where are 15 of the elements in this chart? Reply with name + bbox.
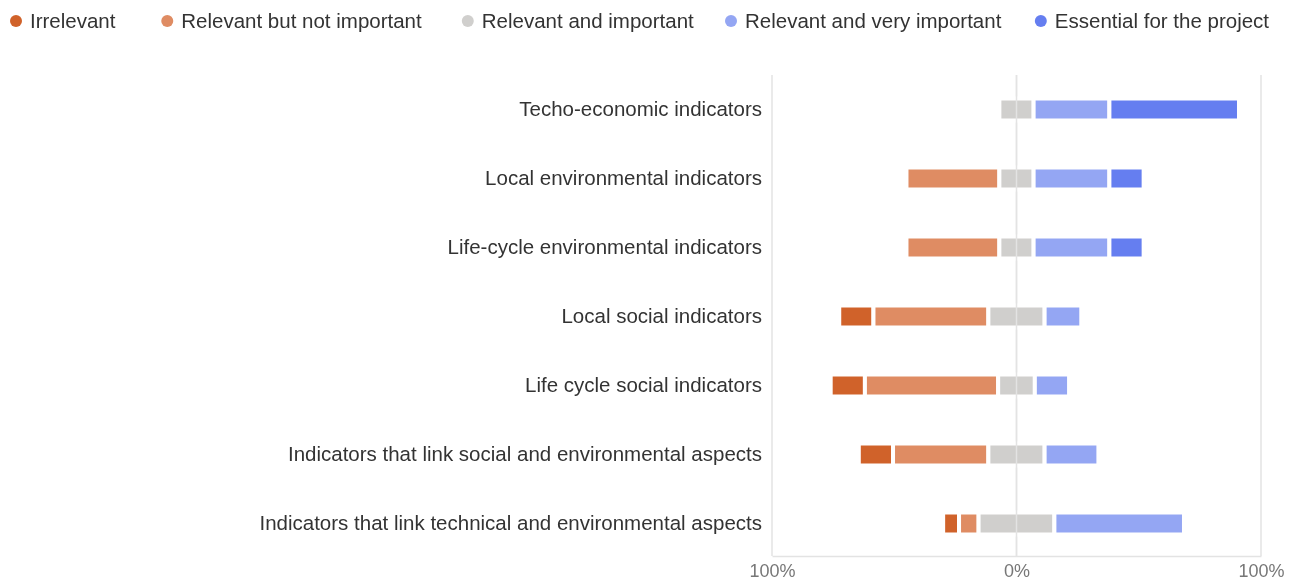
y-tick-label: Local environmental indicators [485,166,762,190]
y-tick-label: Life-cycle environmental indicators [447,235,762,259]
y-tick-label: Indicators that link technical and environmental aspects [259,511,762,535]
y-tick-label: Local social indicators [561,304,762,328]
y-tick-label: Techo-economic indicators [519,97,762,121]
x-tick-label: 100% [1238,560,1285,580]
legend-label: Relevant and very important [744,9,1002,33]
x-tick-label: 100% [749,560,796,580]
legend-label: Irrelevant [30,9,116,33]
legend-label: Relevant but not important [181,9,423,33]
legend-label: Essential for the project [1054,9,1270,33]
y-tick-label: Indicators that link social and environmental aspects [287,442,762,466]
y-tick-label: Life cycle social indicators [525,373,762,397]
x-tick-label: 0% [1003,560,1031,580]
legend-label: Relevant and important [481,9,695,33]
